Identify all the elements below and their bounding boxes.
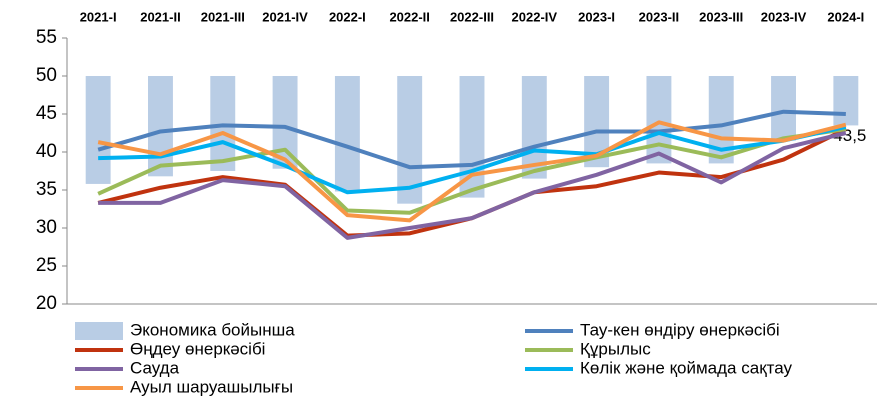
y-tick-label: 25 [36,255,57,276]
x-tick-label: 2021-II [140,9,180,24]
x-tick-label: 2022-I [329,9,366,24]
y-tick-label: 55 [36,27,57,48]
line [98,131,847,240]
bar [459,76,485,198]
y-tick-label: 20 [36,293,57,314]
legend-label: Өңдеу өнеркәсібі [130,339,265,358]
x-tick-label: 2023-III [699,9,743,24]
legend-label: Экономика бойынша [130,320,295,339]
legend-swatch [75,322,123,340]
x-tick-label: 2023-II [639,9,679,24]
x-tick-label: 2022-III [450,9,494,24]
line [97,109,846,170]
y-tick-label: 35 [36,179,57,200]
bar [397,76,423,204]
y-tick-label: 30 [36,217,57,238]
legend-label: Сауда [130,358,180,377]
line [97,127,847,215]
x-tick-label: 2021-I [80,9,117,24]
line [97,120,847,223]
x-tick-label: 2022-II [389,9,429,24]
x-tick-label: 2021-IV [262,9,308,24]
bar [833,76,859,126]
y-tick-label: 40 [36,141,57,162]
legend-label: Тау-кен өндіру өнеркәсібі [580,320,780,339]
bar [334,76,360,192]
legend-label: Көлік және қоймада сақтау [580,358,792,377]
x-tick-label: 2021-III [201,9,245,24]
x-tick-label: 2024-I [827,9,864,24]
bar [521,76,547,179]
line [98,124,847,195]
bar [771,76,796,141]
x-tick-label: 2023-IV [761,9,807,24]
y-tick-label: 50 [36,65,57,86]
x-tick-label: 2023-I [578,9,615,24]
bar [85,76,111,184]
bar [148,76,173,177]
x-tick-label: 2022-IV [512,9,558,24]
legend-label: Құрылыс [580,339,651,358]
bar [646,76,672,164]
legend-label: Ауыл шаруашылығы [130,377,293,396]
y-tick-label: 45 [36,103,57,124]
